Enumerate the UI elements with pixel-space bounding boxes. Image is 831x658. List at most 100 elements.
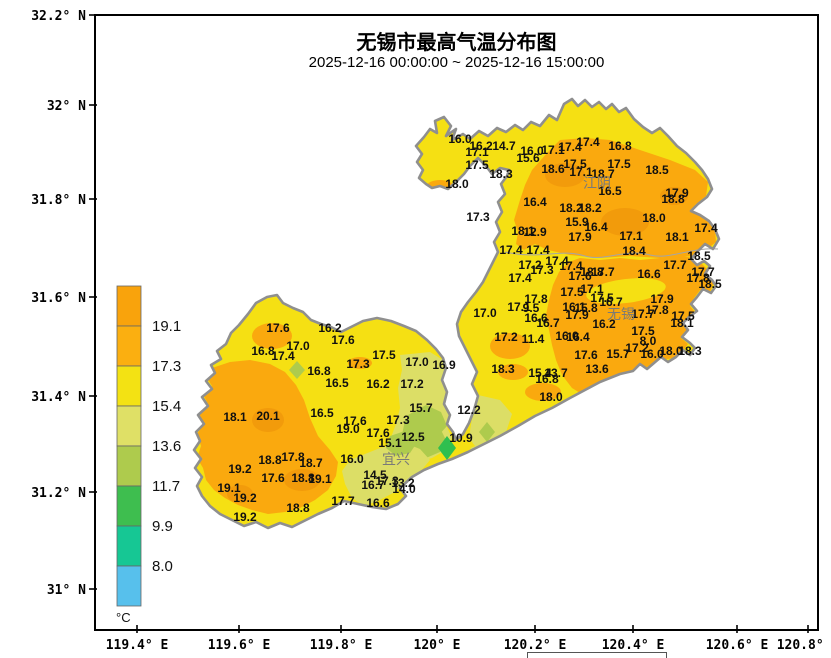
- station-temp-label: 12.9: [523, 225, 547, 239]
- station-temp-label: 18.8: [661, 192, 685, 206]
- station-temp-label: 17.8: [686, 271, 710, 285]
- station-temp-label: 18.0: [539, 390, 563, 404]
- station-temp-label: 17.7: [331, 494, 355, 508]
- y-tick-label: 31.2° N: [31, 486, 86, 501]
- zone-deep-orange: [227, 485, 253, 503]
- station-temp-label: 17.5: [465, 158, 489, 172]
- legend-value-label: 9.9: [152, 518, 173, 535]
- x-tick-label: 119.8° E: [310, 638, 373, 653]
- station-temp-label: 17.0: [286, 339, 310, 353]
- station-temp-label: 16.5: [325, 376, 349, 390]
- station-temp-label: 17.3: [466, 210, 490, 224]
- station-temp-label: 18.1: [670, 316, 694, 330]
- station-temp-label: 17.1: [619, 229, 643, 243]
- station-temp-label: 18.0: [445, 177, 469, 191]
- station-temp-label: 15.6: [516, 151, 540, 165]
- y-tick-label: 32.2° N: [31, 9, 86, 24]
- station-temp-label: 17.8: [281, 450, 305, 464]
- legend-value-label: 8.0: [152, 558, 173, 575]
- zone-orange-patch: [348, 357, 372, 369]
- zone-mid-diamond: [479, 422, 495, 442]
- station-temp-label: 17.8: [645, 303, 669, 317]
- station-temp-label: 12.2: [457, 403, 481, 417]
- station-temp-label: 13.6: [585, 362, 609, 376]
- station-temp-label: 16.0: [555, 329, 579, 343]
- station-temp-label: 8.0: [640, 334, 657, 348]
- station-temp-label: 17.4: [694, 221, 718, 235]
- station-temp-label: 17.1: [569, 165, 593, 179]
- station-temp-label: 17.2: [518, 258, 542, 272]
- station-temp-label: 17.6: [343, 414, 367, 428]
- zone-yixing-east-pale: [342, 443, 430, 506]
- station-temp-label: 17.9: [665, 186, 689, 200]
- temperature-legend: 19.1 17.3 15.4 13.6 11.7 9.9 8.0 °C: [116, 285, 181, 625]
- station-temp-label: 17.3: [346, 357, 370, 371]
- station-temp-label: 16.0: [340, 452, 364, 466]
- zone-deep-orange: [284, 469, 320, 491]
- station-temp-label: 16.4: [523, 195, 547, 209]
- legend-swatch: [116, 445, 142, 487]
- station-temp-label: 15.7: [409, 401, 433, 415]
- station-temp-label: 16.2: [592, 317, 616, 331]
- station-temp-label: 17.2: [625, 341, 649, 355]
- station-temp-label: 16.0: [520, 144, 544, 158]
- station-temp-label: 19.2: [233, 510, 257, 524]
- legend-value-label: 19.1: [152, 318, 181, 335]
- station-temp-label: 16.9: [432, 358, 456, 372]
- station-temp-label: 17.5: [631, 324, 655, 338]
- zone-yixing-mid-green: [386, 430, 418, 456]
- x-tick-label: 120° E: [414, 638, 461, 653]
- station-temp-label: 17.3: [386, 413, 410, 427]
- station-temp-label: 16.7: [361, 478, 385, 492]
- station-temp-label: 17.5: [590, 291, 614, 305]
- x-tick-label: 119.4° E: [106, 638, 169, 653]
- station-temp-label: 15.8: [574, 301, 598, 315]
- station-temp-label: 17.2: [400, 377, 424, 391]
- station-temp-label: 19.2: [228, 462, 252, 476]
- station-temp-label: 15.9: [565, 215, 589, 229]
- legend-swatch: [116, 405, 142, 447]
- station-temp-label: 18.3: [678, 344, 702, 358]
- map-title: 无锡市最高气温分布图: [356, 32, 557, 54]
- zone-pale-green-east-bay: [469, 395, 512, 450]
- zone-orange-patch: [252, 323, 292, 349]
- station-temp-label: 17.6: [568, 269, 592, 283]
- station-temp-label: 17.7: [691, 265, 715, 279]
- legend-unit-label: °C: [116, 610, 131, 625]
- station-temp-label: 16.8: [251, 344, 275, 358]
- station-temp-label: 18.4: [622, 244, 646, 258]
- zone-deep-orange: [252, 408, 284, 432]
- station-temp-label: 16.2: [366, 377, 390, 391]
- station-temp-label: 17.4: [271, 349, 295, 363]
- station-temp-label: 17.4: [499, 243, 523, 257]
- zone-small-diamond: [289, 361, 305, 379]
- station-temp-label: 18.7: [299, 456, 323, 470]
- station-temp-label: 17.3: [530, 263, 554, 277]
- zone-green-diamond: [438, 436, 456, 460]
- station-temp-label: 17.9: [568, 230, 592, 244]
- station-temp-label: 15.4: [528, 366, 552, 380]
- zone-orange-patch: [498, 364, 528, 380]
- station-temp-label: 16.2: [469, 139, 493, 153]
- station-temp-label: 13.2: [391, 476, 415, 490]
- x-axis-ticks: 119.4° E 119.6° E 119.8° E 120° E 120.2° E 12…: [106, 625, 831, 653]
- station-temp-label: 16.5: [310, 406, 334, 420]
- station-temp-label: 14.0: [392, 482, 416, 496]
- station-temp-label: 17.6: [261, 471, 285, 485]
- map-subtitle: 2025-12-16 00:00:00 ~ 2025-12-16 15:00:0…: [308, 54, 605, 71]
- station-temp-label: 17.9: [565, 308, 589, 322]
- station-temp-label: 16.7: [536, 316, 560, 330]
- station-temp-label: 18.3: [489, 167, 513, 181]
- station-temp-label: 14.7: [492, 139, 516, 153]
- zone-yellow-streak: [586, 278, 666, 304]
- station-temp-label: 17.2: [494, 330, 518, 344]
- legend-swatch: [116, 325, 142, 367]
- city-label: 江阴: [583, 175, 611, 191]
- station-temp-label: 18.2: [578, 201, 602, 215]
- station-temp-label: 18.5: [645, 163, 669, 177]
- station-temp-label: 16.0: [448, 132, 472, 146]
- station-temp-label: 16.0: [640, 347, 664, 361]
- station-temp-label: 17.5: [607, 157, 631, 171]
- station-temp-label: 17.5: [671, 309, 695, 323]
